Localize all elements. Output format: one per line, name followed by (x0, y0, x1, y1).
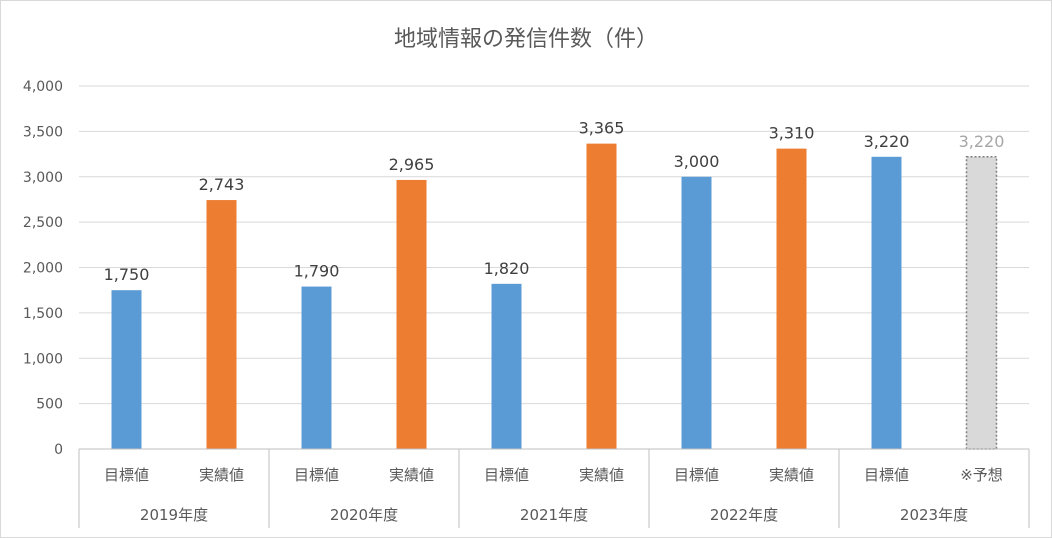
chart-title: 地域情報の発信件数（件） (394, 27, 658, 52)
bar-target (871, 156, 902, 449)
bar-actual (206, 200, 237, 449)
x-group-label: 2022年度 (710, 506, 778, 524)
x-group-label: 2020年度 (330, 506, 398, 524)
bar-target (301, 286, 332, 449)
x-category-label: 目標値 (864, 466, 909, 484)
x-category-label: 実績値 (199, 466, 244, 484)
y-tick-label: 1,000 (23, 351, 63, 367)
bar-target (491, 283, 522, 449)
x-category-label: 目標値 (674, 466, 719, 484)
data-label: 1,750 (104, 265, 150, 284)
y-tick-label: 500 (36, 397, 63, 413)
data-label: 3,000 (674, 152, 720, 171)
bar-target (681, 176, 712, 449)
x-group-label: 2019年度 (140, 506, 208, 524)
y-tick-label: 2,000 (23, 261, 63, 277)
x-group-label: 2021年度 (520, 506, 588, 524)
data-label: 2,965 (389, 155, 435, 174)
x-category-label: ※予想 (960, 466, 1003, 484)
data-label: 1,790 (294, 262, 340, 281)
data-label: 3,365 (579, 119, 625, 138)
x-category-label: 目標値 (104, 466, 149, 484)
x-category-label: 目標値 (484, 466, 529, 484)
data-label: 3,310 (769, 124, 815, 143)
x-category-label: 実績値 (389, 466, 434, 484)
data-labels: 1,750 2,743 1,790 2,965 1,820 3,365 3,000 3,310… (104, 119, 1005, 285)
y-tick-label: 3,000 (23, 170, 63, 186)
y-tick-label: 4,000 (23, 79, 63, 95)
y-tick-label: 2,500 (23, 215, 63, 231)
y-tick-label: 1,500 (23, 306, 63, 322)
bar-target (111, 290, 142, 449)
y-tick-label: 0 (54, 442, 63, 458)
data-label: 3,220 (959, 132, 1005, 151)
x-category-label: 実績値 (769, 466, 814, 484)
gridlines (79, 85, 1029, 405)
bar-actual (586, 143, 617, 449)
bars (111, 143, 998, 450)
bar-actual (396, 179, 427, 449)
bar-actual (776, 148, 807, 449)
data-label: 1,820 (484, 259, 530, 278)
x-axis: 目標値 実績値 目標値 実績値 目標値 実績値 目標値 実績値 目標値 ※予想 2019年度 2020… (78, 448, 1030, 528)
data-label: 3,220 (864, 132, 910, 151)
x-category-label: 目標値 (294, 466, 339, 484)
y-axis-ticks: 0 500 1,000 1,500 2,000 2,500 3,000 3,500 4,000 (23, 79, 63, 458)
x-group-label: 2023年度 (900, 506, 968, 524)
bar-forecast (965, 156, 998, 450)
y-tick-label: 3,500 (23, 124, 63, 140)
x-category-label: 実績値 (579, 466, 624, 484)
data-label: 2,743 (199, 175, 245, 194)
